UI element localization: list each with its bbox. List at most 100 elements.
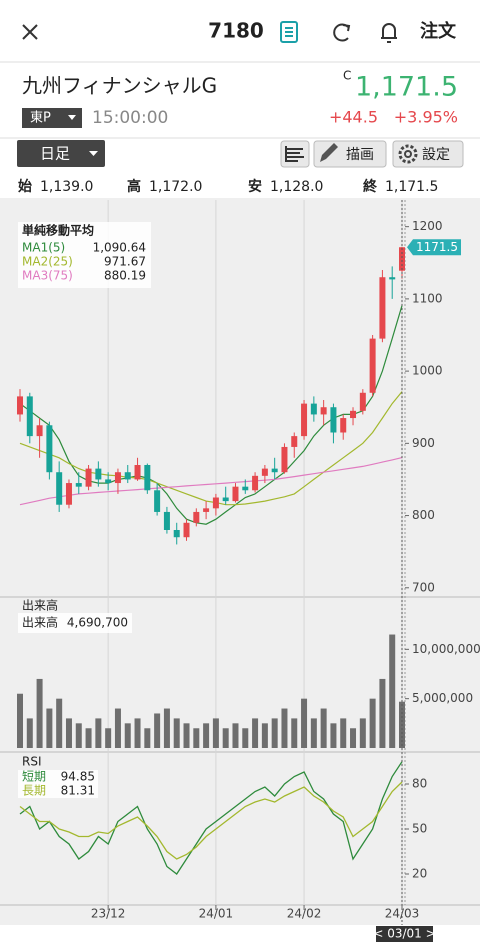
volume-bar [183, 723, 190, 748]
volume-bar [359, 718, 366, 748]
dropdown-arrow [89, 151, 98, 156]
candle-body [359, 392, 366, 411]
market-select[interactable] [22, 108, 82, 128]
chart-background [0, 198, 480, 925]
chart: 23/12 24/01 24/02 24/0370080090010001100120… [0, 200, 480, 925]
ohlc-value: 1,139.0 [40, 179, 93, 195]
bell-icon[interactable] [381, 23, 397, 43]
candle-body [291, 436, 298, 447]
legend-box [18, 770, 98, 798]
volume-bar [124, 723, 131, 748]
pane-title: 出来高 [22, 598, 58, 613]
legend-value: 1,090.64 [93, 241, 146, 255]
volume-bar [252, 718, 259, 748]
draw-label: 描画 [346, 147, 374, 163]
candle-body [310, 403, 317, 415]
candle-body [212, 497, 219, 509]
volume-bar [85, 728, 92, 748]
ohlc-label: 安 [248, 178, 262, 195]
ma-line [19, 457, 403, 506]
candle-body [26, 396, 33, 437]
volume-bar [350, 728, 357, 748]
stock-code: 7180 [208, 19, 264, 43]
ohlc-value: 1,171.5 [385, 179, 438, 195]
volume-bar [65, 718, 72, 748]
volume-bar [281, 708, 288, 748]
y-tick-label: 50 [412, 822, 427, 836]
volume-bar [389, 634, 396, 748]
candle-body [56, 472, 63, 505]
legend-title: 単純移動平均 [22, 223, 94, 238]
ohlc-value: 1,172.0 [149, 179, 202, 195]
candle-body [85, 468, 92, 487]
bars-icon [285, 146, 304, 162]
candle-body [173, 530, 180, 538]
volume-bar [330, 723, 337, 748]
candle-body [163, 511, 170, 530]
candle-body [232, 486, 239, 502]
volume-bar [301, 698, 308, 748]
gear-icon [398, 144, 418, 164]
volume-bar [56, 698, 63, 748]
candle-body [105, 479, 112, 484]
volume-bar [271, 718, 278, 748]
period-select[interactable] [17, 140, 105, 167]
x-tick-label: 24/02 [287, 907, 322, 921]
y-tick-label: 800 [412, 508, 435, 522]
cursor-date[interactable] [376, 926, 433, 942]
price-tag-label: 1171.5 [416, 240, 458, 254]
candle-body [261, 468, 268, 476]
candle-body [281, 446, 288, 473]
volume-bar [242, 728, 249, 748]
candle-body [242, 486, 249, 491]
volume-bar [17, 693, 23, 748]
ohlc-value: 1,128.0 [270, 179, 323, 195]
candle-body [75, 483, 82, 487]
candle-body [320, 407, 327, 415]
x-tick-label: 23/12 [91, 907, 126, 921]
volume-bar [36, 678, 43, 748]
cursor-date-label: < 03/01 > [373, 927, 435, 941]
volume-bar [232, 723, 239, 748]
candle-body [95, 468, 102, 480]
volume-bar [203, 723, 210, 748]
y-tick-label: 10,000,000 [412, 642, 480, 656]
volume-bar [291, 718, 298, 748]
quote-time: 15:00:00 [92, 108, 168, 128]
rsi-line [19, 781, 403, 860]
volume-bar [173, 718, 180, 748]
candle-body [379, 277, 386, 339]
legend-name: 短期 [22, 770, 46, 784]
current-price: 1,171.5 [355, 72, 458, 103]
close-button[interactable] [22, 24, 38, 40]
y-tick-label: 5,000,000 [412, 691, 473, 705]
volume-bar [114, 708, 121, 748]
legend-value: 94.85 [61, 770, 95, 784]
candle-body [134, 465, 141, 480]
candle-body [330, 407, 337, 433]
candle-body [114, 472, 121, 484]
y-tick-label: 20 [412, 867, 427, 881]
candle-body [340, 418, 347, 433]
candle-body [252, 475, 259, 491]
legend-name: MA3(75) [22, 269, 73, 283]
dropdown-arrow [68, 115, 76, 120]
settings-label: 設定 [422, 147, 450, 163]
price-change-pct: +3.95% [394, 108, 458, 127]
ohlc-label: 終 [363, 178, 378, 195]
ohlc-label: 高 [127, 178, 141, 195]
y-tick-label: 80 [412, 777, 427, 791]
period: 日足 [40, 145, 70, 163]
legend-value: 880.19 [104, 269, 146, 283]
market: 東P [30, 110, 51, 126]
volume-bar [320, 708, 327, 748]
price-flag: C [343, 69, 351, 83]
candle-body [389, 277, 396, 280]
order-button[interactable]: 注文 [420, 20, 457, 42]
legend-name: MA2(25) [22, 255, 73, 269]
volume-bar [95, 718, 102, 748]
candle-body [193, 511, 200, 523]
refresh-icon[interactable] [333, 23, 351, 42]
doc-icon[interactable] [280, 21, 298, 43]
